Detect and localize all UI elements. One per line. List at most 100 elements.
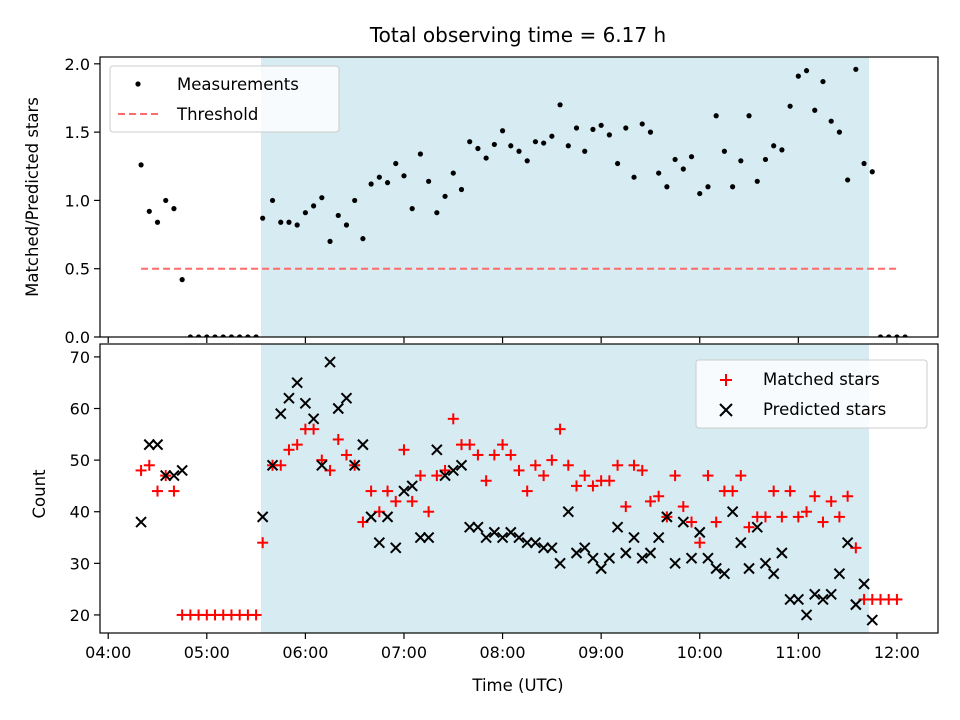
measurement-point — [475, 145, 481, 152]
matched-star-point — [636, 464, 648, 476]
matched-star-point — [776, 511, 788, 523]
measurement-point — [360, 236, 366, 242]
matched-star-point — [768, 485, 780, 497]
measurement-point — [187, 334, 193, 337]
matched-star-point — [390, 495, 402, 507]
measurement-point — [869, 169, 875, 175]
bottom-y-axis-label: Count — [30, 469, 49, 519]
measurement-point — [491, 141, 497, 148]
x-tick-label: 06:00 — [282, 643, 328, 662]
measurement-point — [680, 166, 686, 172]
top-y-axis-label: Matched/Predicted stars — [23, 97, 42, 297]
legend-predicted-label: Predicted stars — [763, 400, 886, 419]
measurement-point — [311, 203, 317, 209]
measurement-point — [664, 184, 670, 190]
bottom-legend-box — [695, 359, 928, 429]
measurement-point — [688, 154, 695, 160]
predicted-star-point — [767, 567, 780, 580]
measurement-point — [335, 212, 341, 219]
predicted-star-point — [406, 480, 418, 492]
predicted-star-point — [554, 557, 566, 570]
matched-star-point — [809, 490, 821, 502]
measurement-point — [713, 113, 719, 119]
matched-star-point — [447, 413, 459, 425]
measurement-point — [516, 148, 522, 154]
matched-star-point — [554, 423, 566, 435]
x-tick-label: 10:00 — [677, 643, 723, 662]
measurement-point — [426, 178, 432, 184]
x-axis-label: Time (UTC) — [471, 676, 563, 695]
measurement-point — [623, 125, 629, 131]
measurement-point — [442, 193, 448, 199]
predicted-star-point — [694, 526, 706, 539]
predicted-star-point — [340, 392, 353, 404]
predicted-star-point — [316, 459, 328, 471]
measurement-point — [590, 126, 596, 132]
matched-star-point — [727, 485, 739, 497]
measurement-point — [598, 122, 604, 128]
predicted-star-point — [414, 531, 427, 544]
measurement-point — [278, 219, 284, 225]
matched-star-point — [382, 485, 394, 497]
matched-star-point — [644, 495, 656, 507]
matched-star-point — [316, 454, 328, 466]
matched-star-point — [587, 480, 599, 492]
matched-star-point — [669, 470, 681, 482]
predicted-star-point — [176, 464, 188, 477]
predicted-star-point — [644, 547, 657, 559]
measurement-point — [524, 158, 530, 164]
measurement-point — [384, 180, 391, 186]
x-tick-label: 07:00 — [381, 643, 427, 662]
matched-star-point — [686, 516, 698, 528]
measurement-point — [902, 334, 908, 337]
matched-star-point — [825, 495, 837, 507]
measurement-point — [828, 118, 834, 124]
measurement-point — [195, 334, 202, 337]
predicted-star-point — [718, 567, 731, 580]
measurement-point — [656, 170, 662, 176]
predicted-star-point — [373, 536, 386, 549]
predicted-star-point — [143, 438, 156, 451]
measurement-point — [450, 170, 456, 176]
x-tick-label: 05:00 — [184, 643, 230, 662]
measurement-point — [260, 215, 266, 221]
measurement-point — [746, 113, 752, 119]
predicted-star-point — [620, 547, 632, 559]
measurement-point — [163, 197, 169, 204]
matched-star-point — [464, 439, 476, 451]
top-ytick-label: 1.0 — [65, 191, 90, 210]
measurement-point — [647, 129, 654, 135]
predicted-star-point — [652, 531, 665, 544]
predicted-star-point — [611, 521, 624, 533]
predicted-star-point — [324, 356, 336, 368]
predicted-star-point — [587, 552, 599, 564]
matched-star-point — [521, 485, 533, 497]
predicted-star-point — [685, 552, 698, 564]
matched-star-point — [505, 449, 517, 461]
predicted-star-point — [151, 438, 164, 451]
measurement-point — [212, 334, 218, 337]
measurement-point — [146, 208, 152, 214]
matched-star-point — [784, 485, 796, 497]
bottom-ytick-label: 20 — [70, 606, 90, 625]
matched-star-point — [562, 459, 574, 471]
predicted-star-point — [546, 542, 558, 554]
measurement-point — [204, 334, 210, 337]
matched-star-point — [472, 449, 484, 461]
matched-star-point — [538, 470, 550, 482]
predicted-star-point — [866, 614, 878, 626]
measurement-point — [565, 143, 571, 149]
matched-star-point — [653, 490, 665, 502]
matched-star-point — [628, 459, 640, 471]
top-ytick-label: 0.0 — [65, 328, 90, 347]
predicted-star-point — [702, 552, 714, 564]
measurement-point — [795, 73, 801, 79]
top-axes-frame — [99, 56, 939, 338]
measurement-point — [343, 222, 350, 228]
x-tick-label: 04:00 — [85, 643, 131, 662]
bottom-ytick-label: 50 — [70, 451, 90, 470]
x-tick-label: 11:00 — [775, 643, 821, 662]
measurement-point — [549, 133, 555, 139]
top-panel: 0.00.51.01.52.0 Matched/Predicted stars … — [23, 55, 939, 347]
measurement-point — [228, 334, 235, 337]
